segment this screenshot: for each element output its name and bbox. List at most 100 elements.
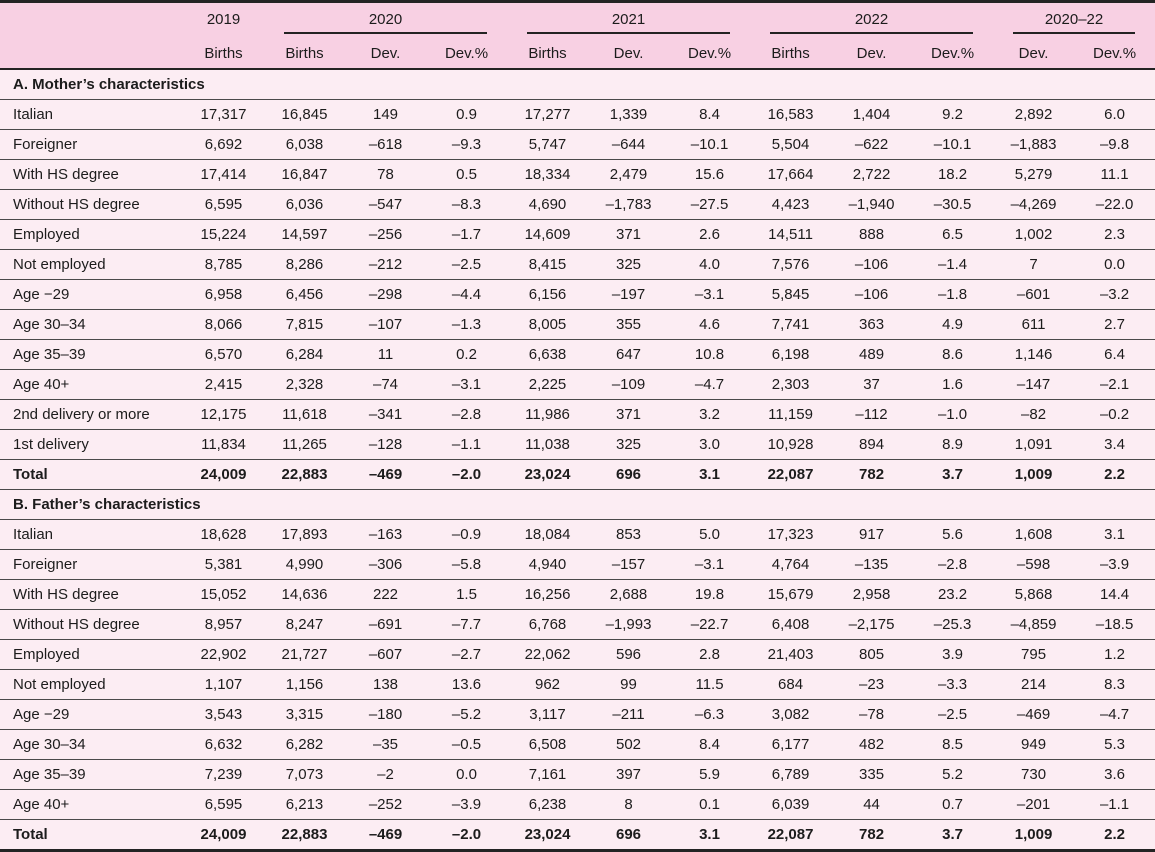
- data-row: 2nd delivery or more 12,175 11,618 –341 –2.8…: [0, 399, 1155, 430]
- value-cell: –622: [831, 129, 913, 160]
- column-header: Dev.: [345, 34, 426, 70]
- value-cell: 6,036: [264, 189, 345, 220]
- value-cell: –3.3: [912, 669, 994, 700]
- value-cell: –180: [345, 699, 426, 730]
- value-cell: 2,225: [507, 369, 589, 400]
- value-cell: 1,009: [993, 819, 1075, 851]
- value-cell: 6,177: [750, 729, 832, 760]
- section-header-row: B. Father’s characteristics: [0, 489, 1155, 520]
- value-cell: –147: [993, 369, 1075, 400]
- value-cell: 962: [507, 669, 589, 700]
- value-cell: 5,868: [993, 579, 1075, 610]
- value-cell: –1,883: [993, 129, 1075, 160]
- data-row: Foreigner 6,692 6,038 –618 –9.3 5,747 –644 –10.…: [0, 129, 1155, 160]
- value-cell: 18,334: [507, 159, 589, 190]
- row-label-cell: Age 40+: [0, 789, 183, 820]
- value-cell: –1,993: [588, 609, 670, 640]
- value-cell: –9.8: [1074, 129, 1155, 160]
- value-cell: –2.8: [426, 399, 508, 430]
- value-cell: 3.2: [669, 399, 751, 430]
- value-cell: –25.3: [912, 609, 994, 640]
- value-cell: –252: [345, 789, 426, 820]
- value-cell: 138: [345, 669, 426, 700]
- value-cell: 4.0: [669, 249, 751, 280]
- value-cell: –1.8: [912, 279, 994, 310]
- value-cell: 16,845: [264, 99, 345, 130]
- value-cell: 4,690: [507, 189, 589, 220]
- value-cell: 21,727: [264, 639, 345, 670]
- value-cell: –6.3: [669, 699, 751, 730]
- value-cell: –1.1: [1074, 789, 1155, 820]
- value-cell: –644: [588, 129, 670, 160]
- value-cell: –1.0: [912, 399, 994, 430]
- year-group-header-2020–22: 2020–22: [993, 1, 1155, 34]
- value-cell: 16,847: [264, 159, 345, 190]
- row-label-cell: With HS degree: [0, 159, 183, 190]
- value-cell: 2,328: [264, 369, 345, 400]
- value-cell: 8,957: [183, 609, 264, 640]
- value-cell: 17,664: [750, 159, 832, 190]
- value-cell: 371: [588, 219, 670, 250]
- value-cell: 11.5: [669, 669, 751, 700]
- value-cell: 1,339: [588, 99, 670, 130]
- column-header: Dev.: [588, 34, 670, 70]
- value-cell: 3.1: [1074, 519, 1155, 550]
- value-cell: 22,087: [750, 459, 832, 490]
- value-cell: –78: [831, 699, 913, 730]
- value-cell: 17,414: [183, 159, 264, 190]
- value-cell: 15,224: [183, 219, 264, 250]
- value-cell: –2.0: [426, 459, 508, 490]
- year-group-rule: [1013, 32, 1136, 34]
- value-cell: 5,279: [993, 159, 1075, 190]
- value-cell: 1,009: [993, 459, 1075, 490]
- value-cell: –1,940: [831, 189, 913, 220]
- value-cell: 3.1: [669, 819, 751, 851]
- value-cell: 0.9: [426, 99, 508, 130]
- value-cell: 16,256: [507, 579, 589, 610]
- value-cell: 214: [993, 669, 1075, 700]
- value-cell: 482: [831, 729, 913, 760]
- value-cell: 24,009: [183, 819, 264, 851]
- value-cell: –157: [588, 549, 670, 580]
- year-header-row: 2019 2020 2021 2022 2020–22: [0, 1, 1155, 34]
- value-cell: 99: [588, 669, 670, 700]
- value-cell: –1.3: [426, 309, 508, 340]
- value-cell: 782: [831, 819, 913, 851]
- value-cell: 12,175: [183, 399, 264, 430]
- column-header: Dev.: [993, 34, 1075, 70]
- value-cell: 5,845: [750, 279, 832, 310]
- value-cell: –469: [345, 459, 426, 490]
- value-cell: –3.9: [1074, 549, 1155, 580]
- data-row: Age −29 3,543 3,315 –180 –5.2 3,117 –211 –6.3 3,…: [0, 699, 1155, 730]
- value-cell: 0.0: [1074, 249, 1155, 280]
- value-cell: 363: [831, 309, 913, 340]
- value-cell: –691: [345, 609, 426, 640]
- value-cell: –256: [345, 219, 426, 250]
- value-cell: 2,958: [831, 579, 913, 610]
- value-cell: 11.1: [1074, 159, 1155, 190]
- data-row: Age −29 6,958 6,456 –298 –4.4 6,156 –197 –3.1 5,…: [0, 279, 1155, 310]
- value-cell: 11,038: [507, 429, 589, 460]
- value-cell: 647: [588, 339, 670, 370]
- value-cell: 0.2: [426, 339, 508, 370]
- value-cell: 10,928: [750, 429, 832, 460]
- value-cell: 4,990: [264, 549, 345, 580]
- value-cell: 2,722: [831, 159, 913, 190]
- value-cell: 6,508: [507, 729, 589, 760]
- value-cell: 8,005: [507, 309, 589, 340]
- value-cell: –0.2: [1074, 399, 1155, 430]
- value-cell: 24,009: [183, 459, 264, 490]
- value-cell: –2.5: [912, 699, 994, 730]
- row-label-cell: 1st delivery: [0, 429, 183, 460]
- value-cell: 6,692: [183, 129, 264, 160]
- value-cell: –135: [831, 549, 913, 580]
- value-cell: 44: [831, 789, 913, 820]
- value-cell: 1,404: [831, 99, 913, 130]
- data-row: Age 40+ 2,415 2,328 –74 –3.1 2,225 –109 –4.7 2,3…: [0, 369, 1155, 400]
- value-cell: 1.6: [912, 369, 994, 400]
- value-cell: 502: [588, 729, 670, 760]
- row-label-cell: Age 40+: [0, 369, 183, 400]
- row-label-cell: Foreigner: [0, 129, 183, 160]
- value-cell: 3,315: [264, 699, 345, 730]
